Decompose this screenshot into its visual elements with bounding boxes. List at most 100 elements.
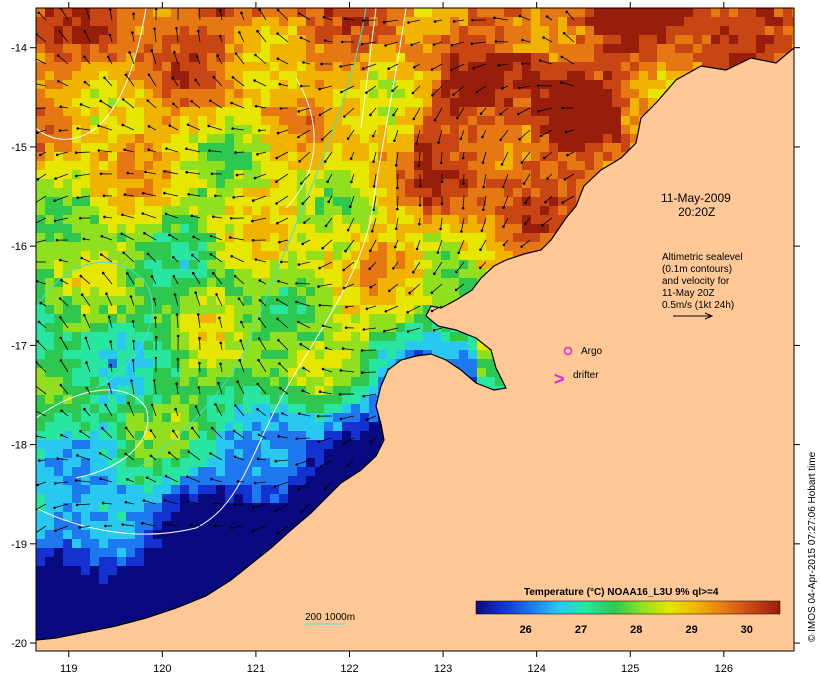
velocity-vector-head [276, 532, 279, 535]
velocity-vector-head [215, 293, 218, 296]
velocity-vector-head [165, 475, 168, 478]
velocity-vector-head [472, 67, 475, 70]
velocity-vector-head [239, 339, 242, 342]
velocity-vector-head [146, 476, 149, 479]
lon-tick-label: 125 [621, 663, 639, 675]
velocity-vector-head [174, 293, 177, 296]
velocity-vector-head [412, 271, 415, 274]
velocity-vector-head [191, 254, 194, 257]
velocity-vector-head [232, 76, 235, 79]
velocity-vector-head [38, 321, 41, 324]
velocity-vector-head [322, 368, 325, 371]
velocity-vector-head [339, 65, 342, 68]
velocity-vector-head [142, 212, 145, 215]
velocity-vector-head [412, 92, 415, 95]
velocity-vector-head [302, 367, 305, 370]
velocity-vector-head [452, 94, 455, 97]
velocity-vector-head [451, 44, 454, 47]
velocity-vector [363, 20, 376, 21]
velocity-vector-head [185, 171, 188, 174]
velocity-vector-head [76, 504, 79, 507]
velocity-vector-head [344, 250, 347, 253]
velocity-vector-head [177, 358, 180, 361]
velocity-vector-head [370, 286, 373, 289]
velocity-vector-head [54, 199, 57, 202]
velocity-vector-head [254, 482, 257, 485]
velocity-vector-head [194, 79, 197, 82]
velocity-vector-head [366, 308, 369, 311]
velocity-vector-head [440, 162, 443, 165]
velocity-vector-head [562, 107, 565, 110]
velocity-vector-head [450, 69, 453, 72]
altimetry-note-line4: 11-May 20Z [662, 288, 715, 299]
velocity-vector-head [60, 384, 63, 387]
velocity-vector-head [317, 441, 320, 444]
velocity-vector-head [122, 98, 125, 101]
velocity-vector-head [105, 293, 108, 296]
lon-tick-label: 122 [340, 663, 358, 675]
velocity-vector-head [324, 39, 327, 42]
velocity-vector-head [109, 8, 112, 11]
velocity-vector-head [339, 393, 342, 396]
velocity-vector-head [317, 285, 320, 288]
velocity-vector-head [208, 149, 211, 152]
velocity-vector-head [233, 503, 236, 506]
velocity-vector-head [230, 255, 233, 258]
velocity-vector-head [441, 203, 444, 206]
velocity-vector-head [276, 32, 279, 35]
velocity-vector-head [144, 171, 147, 174]
velocity-vector-head [163, 170, 166, 173]
velocity-vector-head [275, 510, 278, 513]
velocity-vector-head [276, 318, 279, 321]
velocity-vector-head [77, 196, 80, 199]
velocity-vector-head [153, 28, 156, 31]
velocity-vector-head [81, 293, 84, 296]
velocity-vector-head [521, 62, 524, 65]
velocity-vector-head [108, 383, 111, 386]
velocity-vector-head [431, 291, 434, 294]
isobath-legend: 200 1000m [305, 612, 355, 624]
velocity-vector-head [153, 298, 156, 301]
velocity-vector-head [342, 269, 345, 272]
velocity-vector-head [503, 244, 506, 247]
velocity-vector-head [80, 257, 83, 260]
velocity-vector-head [253, 79, 256, 82]
velocity-vector-head [198, 386, 201, 389]
velocity-vector-head [319, 390, 322, 393]
velocity-vector-head [104, 525, 107, 528]
velocity-vector-head [80, 275, 83, 278]
velocity-vector-head [277, 339, 280, 342]
velocity-vector-head [256, 153, 259, 156]
velocity-vector-head [235, 52, 238, 55]
drifter-label: drifter [573, 370, 599, 381]
velocity-vector-head [564, 178, 567, 181]
velocity-vector-head [391, 89, 394, 92]
velocity-vector-head [502, 225, 505, 228]
velocity-vector-head [255, 258, 258, 261]
velocity-vector-head [254, 54, 257, 57]
velocity-vector-head [83, 56, 86, 59]
velocity-vector-head [320, 63, 323, 66]
velocity-vector-head [347, 464, 350, 467]
velocity-vector-head [327, 200, 330, 203]
velocity-vector-head [520, 245, 523, 248]
velocity-vector-head [501, 87, 504, 90]
velocity-vector-head [78, 526, 81, 529]
velocity-vector-head [83, 314, 86, 317]
velocity-vector-head [213, 502, 216, 505]
velocity-vector-head [109, 340, 112, 343]
velocity-vector-head [209, 100, 212, 103]
velocity-vector-head [565, 131, 568, 134]
velocity-vector-head [36, 484, 39, 487]
lon-tick-label: 119 [60, 663, 78, 675]
velocity-vector-head [60, 279, 63, 282]
velocity-vector-head [361, 349, 364, 352]
velocity-vector-head [471, 19, 474, 22]
velocity-vector-head [396, 208, 399, 211]
velocity-vector-head [384, 44, 387, 47]
velocity-vector-head [281, 412, 284, 415]
velocity-vector-head [320, 465, 323, 468]
velocity-vector-head [318, 267, 321, 270]
velocity-vector-head [280, 261, 283, 264]
velocity-vector-head [457, 252, 460, 255]
